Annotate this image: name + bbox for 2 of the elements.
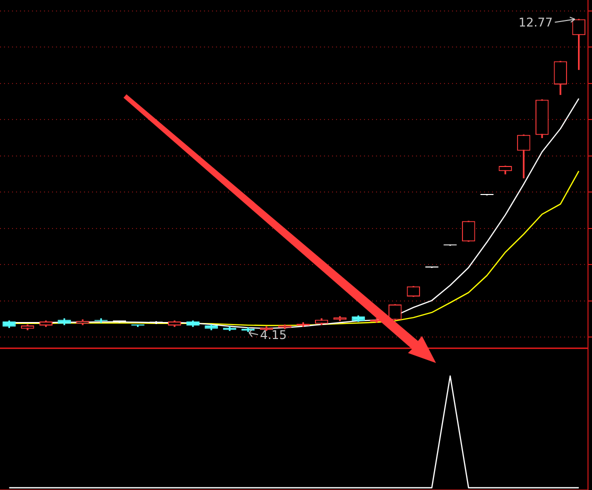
annotation: 4.15 xyxy=(260,328,287,342)
annotation: 12.77 xyxy=(518,15,553,30)
